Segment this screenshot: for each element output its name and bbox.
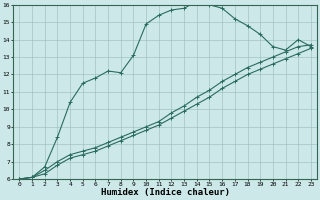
X-axis label: Humidex (Indice chaleur): Humidex (Indice chaleur) [100,188,230,197]
